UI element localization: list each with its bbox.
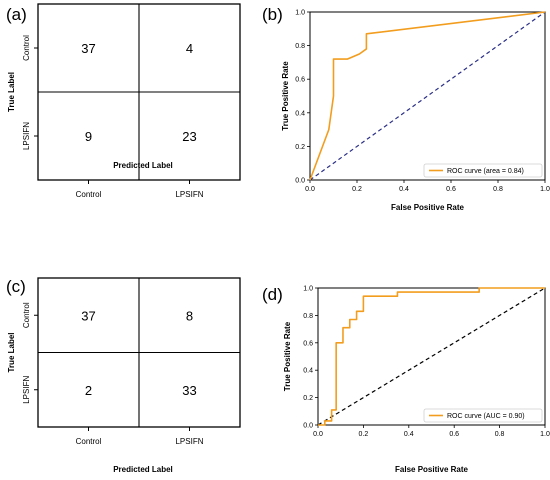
x-tick-label: 1.0 — [540, 186, 550, 193]
x-tick-label: LPSIFN — [175, 190, 203, 199]
roc-curve-line — [309, 11, 546, 181]
y-axis-label: True Label — [7, 72, 16, 112]
x-tick-label: 0.4 — [404, 431, 414, 438]
y-tick-label: 0.4 — [295, 110, 305, 117]
x-axis-label: Predicted Label — [113, 465, 173, 474]
y-tick-label: Control — [22, 302, 31, 328]
y-axis-label: True Positive Rate — [283, 321, 292, 391]
x-tick-label: 0.2 — [352, 186, 362, 193]
legend-box — [423, 163, 543, 178]
y-tick-label: 0.4 — [303, 368, 313, 375]
panel-a: (a) 37 4 9 23 Control LPSIFN Control LPSIFN Predi… — [6, 3, 241, 199]
chance-diagonal-line — [317, 287, 546, 426]
matrix-cell-value: 9 — [85, 129, 92, 144]
y-tick-label: LPSIFN — [22, 376, 31, 404]
panel-b: (b) 0.0 0.2 0.4 0.6 0.8 1.0 0.0 0.2 0.4 0.6 0.8 1.0 R… — [262, 5, 550, 212]
y-tick-label: 0.2 — [295, 144, 305, 151]
panel-label: (c) — [6, 277, 26, 296]
x-tick-label: LPSIFN — [175, 437, 203, 446]
x-tick-label: 0.8 — [493, 186, 503, 193]
x-tick-label: 0.8 — [495, 431, 505, 438]
y-tick-label: 1.0 — [303, 286, 313, 293]
legend-box — [423, 408, 543, 423]
x-tick-label: 0.2 — [359, 431, 369, 438]
y-tick-label: Control — [22, 35, 31, 61]
x-tick-label: 1.0 — [540, 431, 550, 438]
x-tick-label: 0.0 — [305, 186, 315, 193]
x-axis-label: False Positive Rate — [391, 203, 464, 212]
matrix-cell-value: 23 — [182, 129, 196, 144]
y-tick-label: 1.0 — [295, 10, 305, 17]
x-axis-label: Predicted Label — [113, 161, 173, 170]
x-tick-label: Control — [76, 437, 102, 446]
y-axis-label: True Label — [7, 332, 16, 372]
y-axis-label: True Positive Rate — [281, 61, 290, 131]
panel-c: (c) 37 8 2 33 Control LPSIFN Control LPSIFN Predi… — [6, 277, 241, 474]
y-tick-label: 0.0 — [295, 178, 305, 185]
roc-curve-line — [318, 287, 545, 426]
x-axis-label: False Positive Rate — [395, 465, 468, 474]
x-tick-label: 0.6 — [449, 431, 459, 438]
x-tick-label: 0.0 — [313, 431, 323, 438]
x-tick-label: Control — [76, 190, 102, 199]
y-tick-label: LPSIFN — [22, 122, 31, 150]
chance-diagonal-line — [309, 11, 546, 181]
y-tick-label: 0.8 — [295, 43, 305, 50]
legend-entry: ROC curve (AUC = 0.90) — [447, 413, 525, 420]
matrix-cell-value: 37 — [81, 308, 95, 323]
y-tick-label: 0.8 — [303, 313, 313, 320]
panel-label: (b) — [262, 5, 283, 24]
y-tick-label: 0.6 — [303, 340, 313, 347]
panel-label: (a) — [6, 5, 27, 24]
y-tick-label: 0.2 — [303, 395, 313, 402]
panel-label: (d) — [262, 285, 283, 304]
matrix-cell-value: 8 — [186, 308, 193, 323]
matrix-cell-value: 2 — [85, 383, 92, 398]
legend-entry: ROC curve (area = 0.84) — [447, 168, 524, 175]
y-tick-label: 0.6 — [295, 77, 305, 84]
matrix-cell-value: 4 — [186, 41, 193, 56]
matrix-cell-value: 33 — [182, 383, 196, 398]
x-tick-label: 0.6 — [446, 186, 456, 193]
x-tick-label: 0.4 — [399, 186, 409, 193]
panel-d: (d) 0.0 0.2 0.4 0.6 0.8 1.0 0.0 0.2 0.4 0.6 0.8 1.0 R… — [262, 285, 550, 474]
matrix-cell-value: 37 — [81, 41, 95, 56]
y-tick-label: 0.0 — [303, 423, 313, 430]
